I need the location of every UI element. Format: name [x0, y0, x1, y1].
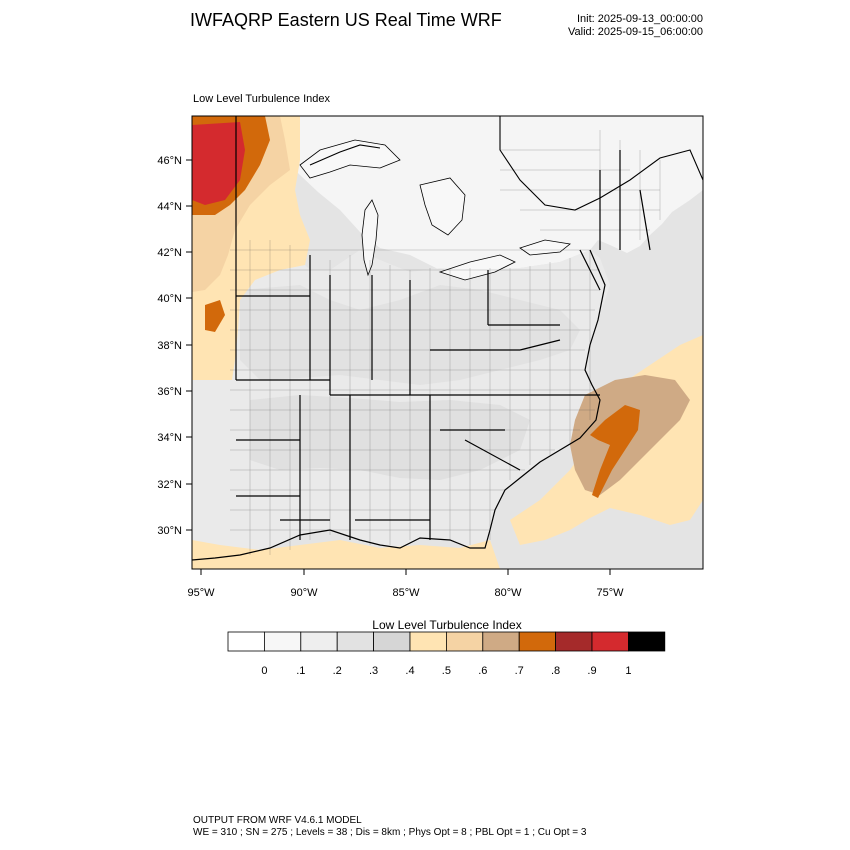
colorbar-label: .6 [478, 665, 487, 677]
colorbar-label: .9 [587, 665, 596, 677]
lake-erie [438, 254, 516, 281]
colorbar: Low Level Turbulence Index 0 .1 .2 .3 .4 .5 .6… [227, 618, 666, 677]
lake-michigan [361, 199, 379, 277]
colorbar-swatch [373, 631, 411, 652]
colorbar-label: .5 [442, 665, 451, 677]
lake-ontario [519, 239, 571, 256]
lon-tick-label: 75°W [596, 587, 624, 599]
lat-tick-label: 42°N [157, 247, 182, 259]
footer-line-1: OUTPUT FROM WRF V4.6.1 MODEL [193, 815, 362, 826]
lat-tick: 40°N [157, 293, 192, 305]
lat-tick: 36°N [157, 386, 192, 398]
colorbar-swatch [628, 631, 666, 652]
lon-tick: 95°W [187, 569, 215, 599]
panel-label: Low Level Turbulence Index [193, 93, 330, 105]
lon-tick: 75°W [596, 569, 624, 599]
lat-tick: 38°N [157, 340, 192, 352]
turb-09-west [192, 122, 245, 205]
colorbar-labels: 0 .1 .2 .3 .4 .5 .6 .7 .8 .9 1 [261, 665, 631, 677]
colorbar-swatch [300, 631, 338, 652]
colorbar-swatch [263, 631, 302, 652]
lat-tick: 42°N [157, 247, 192, 259]
init-time: Init: 2025-09-13_00:00:00 [577, 13, 703, 25]
colorbar-title: Low Level Turbulence Index [372, 618, 521, 632]
colorbar-swatch [555, 631, 593, 652]
colorbar-swatch [227, 631, 265, 652]
turb-08-ocean [590, 405, 640, 498]
colorbar-label: .4 [405, 665, 414, 677]
lake-superior [299, 139, 401, 179]
lon-tick: 85°W [392, 569, 420, 599]
footer: OUTPUT FROM WRF V4.6.1 MODEL WE = 310 ; … [193, 815, 586, 839]
lon-axis: 95°W 90°W 85°W 80°W 75°W [187, 569, 624, 599]
lake-huron [419, 177, 466, 236]
lat-tick-label: 46°N [157, 155, 182, 167]
colorbar-label: .2 [333, 665, 342, 677]
lon-tick-label: 85°W [392, 587, 420, 599]
time-info: Init: 2025-09-13_00:00:00 Valid: 2025-09… [540, 13, 703, 39]
lat-tick-label: 44°N [157, 201, 182, 213]
lat-tick-label: 30°N [157, 525, 182, 537]
lat-axis: 46°N 44°N 42°N 40°N 38°N 36°N 34°N 32°N … [157, 155, 192, 537]
lat-tick: 30°N [157, 525, 192, 537]
map-area [192, 116, 703, 569]
lon-tick-label: 80°W [494, 587, 522, 599]
lat-tick-label: 40°N [157, 293, 182, 305]
colorbar-label: .8 [551, 665, 560, 677]
lon-tick: 80°W [494, 569, 522, 599]
colorbar-boxes [227, 631, 666, 652]
valid-time: Valid: 2025-09-15_06:00:00 [568, 26, 703, 38]
lat-tick-label: 32°N [157, 479, 182, 491]
coastline [192, 249, 606, 561]
lat-tick-label: 36°N [157, 386, 182, 398]
lat-tick: 32°N [157, 479, 192, 491]
lat-tick: 46°N [157, 155, 192, 167]
county-grid [230, 130, 661, 555]
colorbar-label: .7 [515, 665, 524, 677]
colorbar-swatch [445, 631, 484, 652]
turb-05-gulf [192, 540, 500, 569]
colorbar-swatch [591, 631, 629, 652]
state-borders [235, 116, 651, 540]
lon-tick-label: 90°W [290, 587, 318, 599]
footer-line-2: WE = 310 ; SN = 275 ; Levels = 38 ; Dis … [193, 827, 587, 838]
colorbar-swatch [409, 631, 447, 652]
colorbar-swatch [518, 631, 557, 652]
colorbar-swatch [482, 631, 520, 652]
turb-08-patch [205, 300, 225, 332]
main-title: IWFAQRP Eastern US Real Time WRF [190, 10, 502, 30]
lat-tick-label: 38°N [157, 340, 182, 352]
lat-tick: 44°N [157, 201, 192, 213]
colorbar-swatch [336, 631, 375, 652]
lon-tick-label: 95°W [187, 587, 215, 599]
lon-tick: 90°W [290, 569, 318, 599]
plot-frame [191, 115, 704, 570]
colorbar-label: 1 [625, 665, 631, 677]
canada-coast [309, 116, 703, 211]
colorbar-label: 0 [261, 665, 267, 677]
lat-tick-label: 34°N [157, 432, 182, 444]
lat-tick: 34°N [157, 432, 192, 444]
colorbar-label: .1 [296, 665, 305, 677]
colorbar-label: .3 [369, 665, 378, 677]
